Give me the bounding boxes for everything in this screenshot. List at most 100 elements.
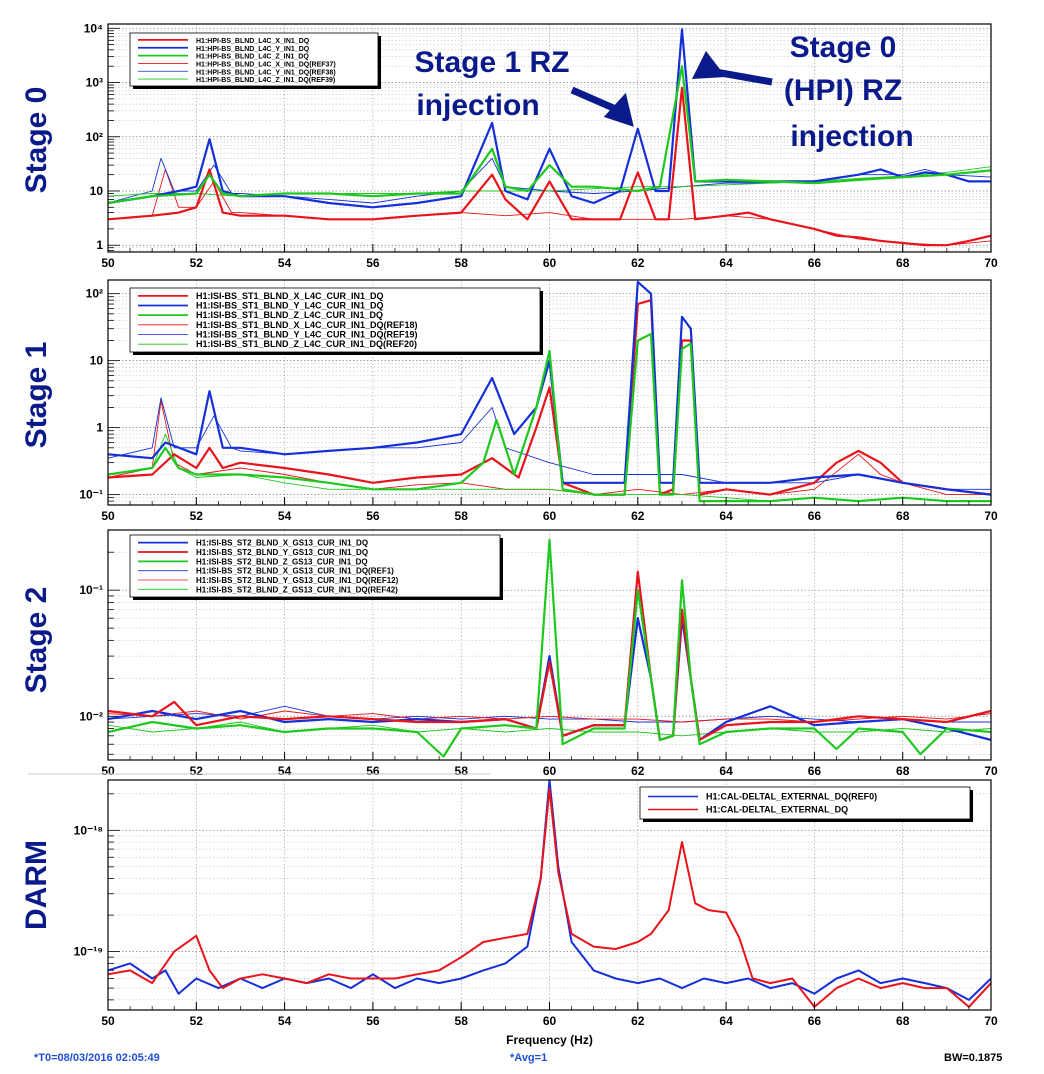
series-line-h1-isi-bs-st2-blnd-x-gs13-cur-in1-dq-ref1- <box>108 705 991 723</box>
x-tick-label: 54 <box>278 764 292 778</box>
x-tick-label: 66 <box>808 509 822 523</box>
x-tick-label: 52 <box>190 256 204 270</box>
x-tick-label: 58 <box>455 509 469 523</box>
panel-stage-2: 50 52 54 56 58 60 62 64 66 68 70 10⁻² 10⁻¹ Stage 2 H1:… <box>20 529 998 778</box>
legend-entry: H1:ISI-BS_ST1_BLND_Z_L4C_CUR_IN1_DQ <box>196 310 383 320</box>
legend-entry: H1:CAL-DELTAL_EXTERNAL_DQ(REF0) <box>706 792 877 802</box>
avg-label: *Avg=1 <box>510 1052 548 1064</box>
x-tick-label: 54 <box>278 509 292 523</box>
x-tick-label: 66 <box>808 1014 822 1028</box>
legend-entry: H1:ISI-BS_ST2_BLND_Z_GS13_CUR_IN1_DQ <box>196 557 368 566</box>
x-tick-label: 50 <box>101 256 115 270</box>
panel-darm: 50 52 54 56 58 60 62 64 66 68 70 10⁻¹⁹ 10⁻¹⁸ Frequenc… <box>20 779 998 1047</box>
y-tick-label: 10² <box>86 287 103 301</box>
annotation-stage1-line2: injection <box>416 89 539 122</box>
x-axis-label: Frequency (Hz) <box>506 1033 593 1047</box>
x-tick-label: 68 <box>896 256 910 270</box>
series-group <box>108 280 991 503</box>
x-tick-label: 62 <box>631 764 645 778</box>
legend-entry: H1:HPI-BS_BLND_L4C_X_IN1_DQ(REF37) <box>196 61 336 68</box>
x-tick-label: 62 <box>631 1014 645 1028</box>
legend-entry: H1:HPI-BS_BLND_L4C_X_IN1_DQ <box>196 38 310 45</box>
legend-entry: H1:CAL-DELTAL_EXTERNAL_DQ <box>706 805 848 815</box>
x-tick-label: 50 <box>101 764 115 778</box>
y-tick-label: 10³ <box>86 76 103 90</box>
x-tick-label: 60 <box>543 256 557 270</box>
legend-entry: H1:ISI-BS_ST1_BLND_Z_L4C_CUR_IN1_DQ(REF2… <box>196 339 417 349</box>
x-tick-label: 58 <box>455 256 469 270</box>
x-tick-label: 70 <box>984 509 998 523</box>
y-tick-label: 10⁻¹ <box>79 488 103 502</box>
x-tick-label: 62 <box>631 256 645 270</box>
series-line-h1-hpi-bs-blnd-l4c-z-in1-dq <box>108 65 991 205</box>
x-tick-label: 70 <box>984 256 998 270</box>
t0-label: *T0=08/03/2016 02:05:49 <box>34 1052 160 1064</box>
series-line-h1-hpi-bs-blnd-l4c-x-in1-dq <box>108 86 991 247</box>
panel-label: DARM <box>20 840 53 930</box>
x-tick-label: 64 <box>719 509 733 523</box>
x-tick-label: 60 <box>543 1014 557 1028</box>
x-tick-label: 58 <box>455 1014 469 1028</box>
legend-entry: H1:ISI-BS_ST2_BLND_X_GS13_CUR_IN1_DQ <box>196 539 368 548</box>
x-tick-label: 64 <box>719 256 733 270</box>
legend-entry: H1:ISI-BS_ST2_BLND_Y_GS13_CUR_IN1_DQ(REF… <box>196 576 399 585</box>
x-tick-label: 66 <box>808 256 822 270</box>
legend-entry: H1:ISI-BS_ST2_BLND_X_GS13_CUR_IN1_DQ(REF… <box>196 567 394 576</box>
x-tick-label: 56 <box>366 509 380 523</box>
x-tick-label: 50 <box>101 509 115 523</box>
x-tick-label: 54 <box>278 1014 292 1028</box>
panel-label: Stage 0 <box>20 87 53 194</box>
x-tick-label: 52 <box>190 764 204 778</box>
series-line-h1-cal-deltal-external-dq <box>108 787 991 1008</box>
legend-entry: H1:HPI-BS_BLND_L4C_Y_IN1_DQ(REF38) <box>196 69 336 76</box>
panel-label: Stage 1 <box>20 342 53 449</box>
legend-entry: H1:ISI-BS_ST2_BLND_Y_GS13_CUR_IN1_DQ <box>196 548 368 557</box>
annotation-stage0-line3: injection <box>790 120 913 153</box>
x-tick-label: 64 <box>719 1014 733 1028</box>
y-tick-label: 10⁴ <box>84 21 103 35</box>
series-group <box>108 780 991 1008</box>
legend-entry: H1:ISI-BS_ST1_BLND_X_L4C_CUR_IN1_DQ <box>196 291 384 301</box>
x-tick-label: 68 <box>896 509 910 523</box>
annotation-stage0-line1: Stage 0 <box>790 31 897 64</box>
x-tick-label: 52 <box>190 509 204 523</box>
x-tick-label: 60 <box>543 764 557 778</box>
y-tick-label: 10⁻¹ <box>79 583 103 597</box>
legend-box <box>639 786 971 820</box>
annotation-arrowhead-2 <box>691 51 726 80</box>
legend-box <box>129 32 379 87</box>
annotation-stage0-line2: (HPI) RZ <box>784 74 902 107</box>
x-tick-label: 66 <box>808 764 822 778</box>
panel-label: Stage 2 <box>20 587 53 694</box>
series-line-h1-isi-bs-st2-blnd-z-gs13-cur-in1-dq-ref42- <box>108 721 991 737</box>
x-tick-label: 68 <box>896 1014 910 1028</box>
y-tick-label: 10² <box>86 130 103 144</box>
legend-entry: H1:ISI-BS_ST1_BLND_X_L4C_CUR_IN1_DQ(REF1… <box>196 320 418 330</box>
x-tick-label: 70 <box>984 1014 998 1028</box>
y-tick-label: 1 <box>96 238 103 252</box>
y-tick-label: 10⁻¹⁹ <box>74 945 103 959</box>
series-group <box>108 538 991 758</box>
y-tick-label: 1 <box>96 421 103 435</box>
x-tick-label: 62 <box>631 509 645 523</box>
legend-entry: H1:HPI-BS_BLND_L4C_Z_IN1_DQ(REF39) <box>196 77 335 84</box>
legend-entry: H1:HPI-BS_BLND_L4C_Y_IN1_DQ <box>196 46 310 53</box>
x-tick-label: 54 <box>278 256 292 270</box>
series-line-h1-isi-bs-st2-blnd-z-gs13-cur-in1-dq <box>108 538 991 758</box>
x-tick-label: 50 <box>101 1014 115 1028</box>
legend-box <box>129 534 501 598</box>
series-line-h1-isi-bs-st1-blnd-z-l4c-cur-in1-dq <box>108 332 991 503</box>
legend-box <box>129 287 541 353</box>
series-line-h1-hpi-bs-blnd-l4c-y-in1-dq <box>108 28 991 209</box>
x-tick-label: 64 <box>719 764 733 778</box>
panel-stage-1: 50 52 54 56 58 60 62 64 66 68 70 10⁻¹ 1 10 10² Stage 1 H… <box>20 279 998 523</box>
y-tick-label: 10 <box>90 184 104 198</box>
x-tick-label: 60 <box>543 509 557 523</box>
x-tick-label: 56 <box>366 1014 380 1028</box>
x-tick-label: 56 <box>366 256 380 270</box>
x-tick-label: 70 <box>984 764 998 778</box>
annotation-stage1-line1: Stage 1 RZ <box>414 46 569 79</box>
legend-entry: H1:ISI-BS_ST1_BLND_Y_L4C_CUR_IN1_DQ(REF1… <box>196 330 418 340</box>
y-tick-label: 10⁻¹⁸ <box>74 823 103 837</box>
annotation-arrowhead-1 <box>603 92 634 127</box>
